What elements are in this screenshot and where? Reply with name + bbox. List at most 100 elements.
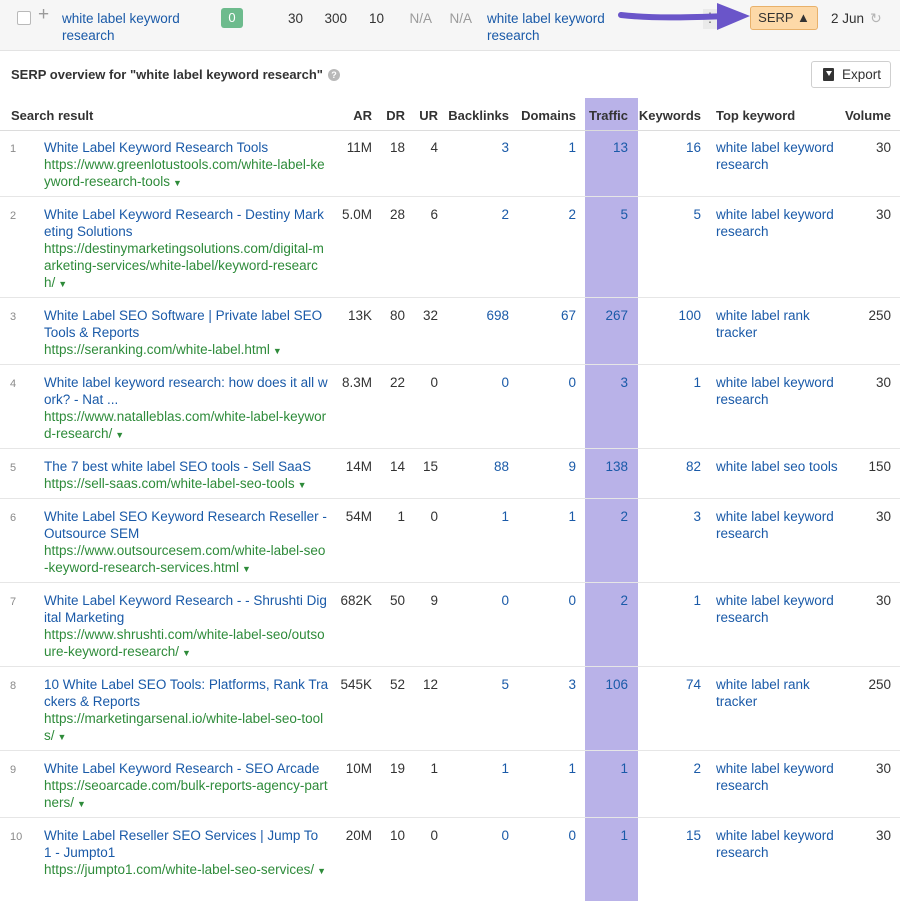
keywords-link[interactable]: 15 (685, 828, 701, 843)
keywords-link[interactable]: 1 (693, 593, 701, 608)
traffic-link[interactable]: 13 (612, 140, 628, 155)
result-title-link[interactable]: White Label Keyword Research Tools (44, 140, 269, 155)
backlinks-link[interactable]: 0 (501, 375, 509, 390)
domains-link[interactable]: 67 (560, 308, 576, 323)
keywords-link[interactable]: 2 (693, 761, 701, 776)
domains-link[interactable]: 0 (568, 593, 576, 608)
result-title-link[interactable]: White label keyword research: how does i… (44, 375, 328, 407)
keywords-link[interactable]: 82 (685, 459, 701, 474)
traffic-link[interactable]: 2 (620, 593, 628, 608)
domains-link[interactable]: 0 (568, 375, 576, 390)
traffic-link[interactable]: 138 (605, 459, 628, 474)
keywords-link[interactable]: 74 (685, 677, 701, 692)
keywords-link[interactable]: 100 (678, 308, 701, 323)
caret-down-icon[interactable]: ▼ (173, 178, 182, 188)
top-keyword-link[interactable]: white label keyword research (716, 828, 834, 860)
caret-down-icon[interactable]: ▼ (77, 799, 86, 809)
col-keywords[interactable]: Keywords (638, 108, 701, 123)
caret-down-icon[interactable]: ▼ (242, 564, 251, 574)
parent-topic-link[interactable]: white label keyword research (487, 11, 605, 43)
domains-link[interactable]: 1 (568, 509, 576, 524)
backlinks-link[interactable]: 698 (486, 308, 509, 323)
col-traffic[interactable]: Traffic (588, 108, 628, 123)
col-domains[interactable]: Domains (521, 108, 576, 123)
export-button[interactable]: Export (811, 61, 891, 88)
traffic-link[interactable]: 106 (605, 677, 628, 692)
backlinks-link[interactable]: 3 (501, 140, 509, 155)
row-checkbox[interactable] (17, 11, 31, 25)
keywords-link[interactable]: 5 (693, 207, 701, 222)
result-title-link[interactable]: White Label Keyword Research - - Shrusht… (44, 593, 327, 625)
traffic-link[interactable]: 2 (620, 509, 628, 524)
result-title-link[interactable]: White Label Keyword Research - SEO Arcad… (44, 761, 320, 776)
domains-link[interactable]: 1 (568, 761, 576, 776)
serp-toggle-button[interactable]: SERP ▲ (750, 6, 818, 30)
keyword-link[interactable]: white label keyword research (62, 11, 180, 43)
backlinks-link[interactable]: 0 (501, 828, 509, 843)
keywords-link[interactable]: 3 (693, 509, 701, 524)
traffic-link[interactable]: 1 (620, 761, 628, 776)
col-ur[interactable]: UR (419, 108, 438, 123)
top-keyword-link[interactable]: white label keyword research (716, 207, 834, 239)
help-icon[interactable]: ? (327, 69, 340, 81)
backlinks-link[interactable]: 0 (501, 593, 509, 608)
result-url-link[interactable]: https://www.shrushti.com/white-label-seo… (44, 626, 329, 662)
top-keyword-link[interactable]: white label rank tracker (716, 308, 810, 340)
result-url-link[interactable]: https://seranking.com/white-label.html ▼ (44, 341, 329, 360)
result-url-link[interactable]: https://sell-saas.com/white-label-seo-to… (44, 475, 329, 494)
result-title-link[interactable]: White Label Keyword Research - Destiny M… (44, 207, 324, 239)
result-cell: The 7 best white label SEO tools - Sell … (44, 458, 329, 494)
result-url-link[interactable]: https://www.natalleblas.com/white-label-… (44, 408, 329, 444)
col-backlinks[interactable]: Backlinks (448, 108, 509, 123)
domains-link[interactable]: 2 (568, 207, 576, 222)
top-keyword-link[interactable]: white label seo tools (716, 459, 838, 474)
traffic-link[interactable]: 1 (620, 828, 628, 843)
domains-link[interactable]: 9 (568, 459, 576, 474)
top-keyword-link[interactable]: white label keyword research (716, 375, 834, 407)
result-url-link[interactable]: https://seoarcade.com/bulk-reports-agenc… (44, 777, 329, 813)
keywords-link[interactable]: 1 (693, 375, 701, 390)
domains-link[interactable]: 3 (568, 677, 576, 692)
result-title-link[interactable]: White Label Reseller SEO Services | Jump… (44, 828, 319, 860)
col-top-keyword[interactable]: Top keyword (716, 108, 796, 123)
traffic-link[interactable]: 5 (620, 207, 628, 222)
backlinks-link[interactable]: 5 (501, 677, 509, 692)
add-plus-icon[interactable]: + (38, 4, 50, 25)
caret-down-icon[interactable]: ▼ (58, 279, 68, 289)
result-url-link[interactable]: https://destinymarketingsolutions.com/di… (44, 240, 329, 293)
top-keyword-link[interactable]: white label rank tracker (716, 677, 810, 709)
caret-down-icon[interactable]: ▼ (272, 346, 282, 356)
top-keyword-link[interactable]: white label keyword research (716, 509, 834, 541)
result-title-link[interactable]: White Label SEO Keyword Research Reselle… (44, 509, 327, 541)
caret-down-icon[interactable]: ▼ (115, 430, 125, 440)
top-keyword-link[interactable]: white label keyword research (716, 140, 834, 172)
backlinks-link[interactable]: 1 (501, 761, 509, 776)
backlinks-link[interactable]: 88 (493, 459, 509, 474)
keywords-link[interactable]: 16 (685, 140, 701, 155)
refresh-icon[interactable]: ↻ (870, 10, 882, 26)
domains-link[interactable]: 0 (568, 828, 576, 843)
result-url-link[interactable]: https://www.greenlotustools.com/white-la… (44, 156, 329, 192)
caret-down-icon[interactable]: ▼ (297, 480, 307, 490)
col-volume[interactable]: Volume (845, 108, 891, 123)
caret-down-icon[interactable]: ▼ (182, 648, 191, 658)
caret-down-icon[interactable]: ▼ (57, 732, 67, 742)
col-ar[interactable]: AR (353, 108, 372, 123)
result-url-link[interactable]: https://jumpto1.com/white-label-seo-serv… (44, 861, 329, 880)
result-title-link[interactable]: White Label SEO Software | Private label… (44, 308, 323, 340)
col-dr[interactable]: DR (386, 108, 405, 123)
traffic-link[interactable]: 3 (620, 375, 628, 390)
result-url: https://www.greenlotustools.com/white-la… (44, 157, 325, 189)
result-url-link[interactable]: https://www.outsourcesem.com/white-label… (44, 542, 329, 578)
caret-down-icon[interactable]: ▼ (317, 866, 327, 876)
col-search-result[interactable]: Search result (11, 108, 94, 123)
top-keyword-link[interactable]: white label keyword research (716, 761, 834, 793)
backlinks-link[interactable]: 2 (501, 207, 509, 222)
domains-link[interactable]: 1 (568, 140, 576, 155)
top-keyword-link[interactable]: white label keyword research (716, 593, 834, 625)
result-url-link[interactable]: https://marketingarsenal.io/white-label-… (44, 710, 329, 746)
result-title-link[interactable]: The 7 best white label SEO tools - Sell … (44, 459, 312, 474)
traffic-link[interactable]: 267 (605, 308, 628, 323)
result-title-link[interactable]: 10 White Label SEO Tools: Platforms, Ran… (44, 677, 329, 709)
backlinks-link[interactable]: 1 (501, 509, 509, 524)
